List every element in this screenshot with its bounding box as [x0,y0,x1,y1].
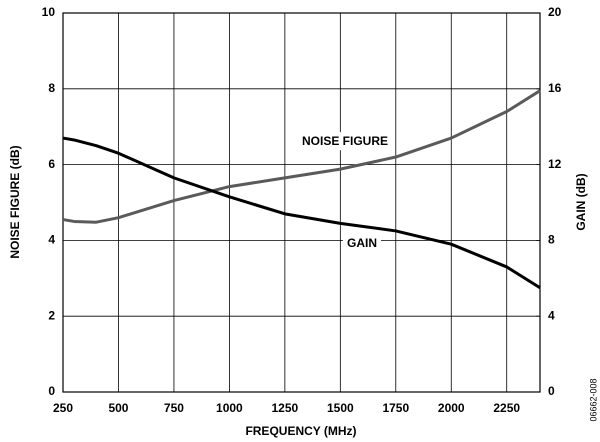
y2-tick-label: 20 [548,5,562,19]
y2-tick-label: 0 [548,384,555,398]
x-tick-label: 2250 [493,401,520,415]
plot-frame [62,12,541,393]
y-tick-label: 6 [48,157,55,171]
x-tick-label: 1000 [216,401,243,415]
x-axis-label: FREQUENCY (MHz) [245,424,356,438]
y2-tick-label: 12 [548,157,562,171]
y2-tick-label: 4 [548,308,555,322]
y2-tick-label: 16 [548,81,562,95]
x-tick-label: 2000 [438,401,465,415]
x-tick-label: 250 [53,401,73,415]
x-tick-label: 750 [164,401,184,415]
x-tick-label: 1500 [327,401,354,415]
y2-axis-label: GAIN (dB) [574,173,588,230]
y-tick-label: 4 [48,233,55,247]
figure-id: 06662-008 [588,378,598,421]
series-label-bg [343,234,381,253]
series-label: GAIN [347,236,377,250]
x-tick-label: 500 [108,401,128,415]
y-tick-label: 0 [48,384,55,398]
series-line [62,89,541,224]
x-tick-label: 1250 [272,401,299,415]
y-tick-label: 2 [48,308,55,322]
y-axis-label: NOISE FIGURE (dB) [8,145,22,258]
x-tick-label: 1750 [382,401,409,415]
series-label-bg [297,132,393,151]
series-line [62,136,541,290]
series-label: NOISE FIGURE [302,134,388,148]
y2-tick-label: 8 [548,233,555,247]
y-tick-label: 10 [42,5,56,19]
y-tick-label: 8 [48,81,55,95]
